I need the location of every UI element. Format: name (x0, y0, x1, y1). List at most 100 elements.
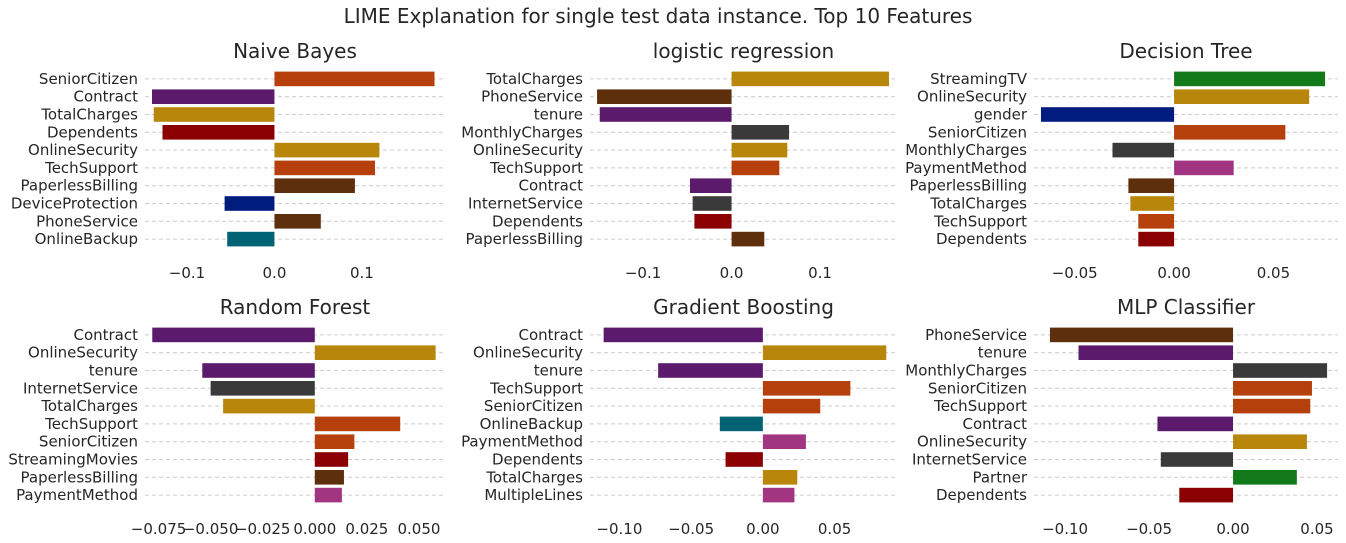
bar (1112, 142, 1175, 158)
x-tick-label: 0.1 (808, 264, 832, 282)
bar (314, 470, 344, 485)
x-tick-label: 0.0 (720, 264, 744, 282)
bar (274, 178, 355, 193)
category-label: PhoneService (36, 212, 138, 230)
category-label: PaperlessBilling (910, 177, 1028, 195)
panel-title: Naive Bayes (233, 39, 357, 63)
panel-title: Random Forest (220, 295, 371, 319)
category-label: Dependents (936, 230, 1027, 248)
category-label: TotalCharges (929, 195, 1027, 213)
x-tick-label: 0.050 (397, 520, 440, 538)
category-label: PaperlessBilling (466, 230, 584, 248)
bar (274, 71, 435, 87)
bar (762, 470, 798, 485)
x-tick-label: 0.05 (818, 520, 851, 538)
bar (731, 231, 765, 247)
category-label: TechSupport (44, 159, 138, 177)
bar (597, 89, 732, 104)
category-label: tenure (978, 344, 1027, 362)
bar (599, 107, 732, 122)
category-label: DeviceProtection (11, 195, 138, 213)
category-label: PaperlessBilling (21, 468, 139, 486)
category-label: InternetService (912, 451, 1027, 469)
bar (694, 214, 732, 229)
bar (1138, 231, 1175, 247)
category-label: SeniorCitizen (928, 123, 1027, 141)
bar (224, 196, 275, 211)
category-label: Dependents (936, 486, 1027, 504)
category-label: TotalCharges (485, 70, 583, 88)
bar (1174, 89, 1310, 104)
bar (152, 327, 315, 343)
bar (1233, 381, 1312, 396)
x-tick-label: −0.1 (625, 264, 661, 282)
category-label: MonthlyCharges (905, 362, 1027, 380)
bar (1174, 160, 1234, 176)
x-tick-label: −0.1 (169, 264, 205, 282)
panel-title: Gradient Boosting (653, 295, 834, 319)
category-label: StreamingMovies (8, 451, 138, 469)
x-tick-label: 0.05 (1300, 520, 1333, 538)
category-label: TotalCharges (40, 397, 138, 415)
category-label: Dependents (492, 451, 583, 469)
bar (274, 214, 321, 229)
category-label: SeniorCitizen (39, 433, 138, 451)
bar (1128, 178, 1175, 193)
category-label: Dependents (47, 123, 138, 141)
bar (1130, 196, 1175, 211)
category-label: TechSupport (44, 415, 138, 433)
bar (314, 487, 342, 503)
category-label: PhoneService (481, 88, 583, 106)
bar (314, 416, 401, 432)
x-tick-label: 0.025 (345, 520, 388, 538)
bar (1179, 487, 1234, 503)
bar (314, 452, 349, 467)
x-tick-label: 0.00 (746, 520, 779, 538)
category-label: Contract (518, 326, 583, 344)
x-tick-label: −0.05 (1126, 520, 1172, 538)
bar (1174, 71, 1326, 87)
x-tick-label: 0.1 (350, 264, 374, 282)
bar (762, 345, 887, 360)
category-label: Contract (962, 415, 1027, 433)
bar (731, 142, 788, 158)
x-tick-label: −0.10 (596, 520, 642, 538)
bar (274, 142, 380, 158)
category-label: SeniorCitizen (928, 379, 1027, 397)
category-label: MultipleLines (484, 486, 583, 504)
category-label: tenure (89, 362, 138, 380)
bar (274, 160, 376, 176)
category-label: Dependents (492, 212, 583, 230)
bar (692, 196, 732, 211)
bar (762, 398, 821, 414)
category-label: MonthlyCharges (461, 123, 583, 141)
category-label: tenure (534, 106, 583, 124)
bar (731, 160, 780, 176)
bar (1157, 416, 1234, 432)
category-label: PaymentMethod (16, 486, 138, 504)
panel-title: logistic regression (653, 39, 834, 63)
bar (227, 231, 275, 247)
bar (725, 452, 763, 467)
x-tick-label: −0.025 (235, 520, 291, 538)
category-label: tenure (534, 362, 583, 380)
category-label: TotalCharges (485, 468, 583, 486)
category-label: TotalCharges (40, 106, 138, 124)
x-tick-label: −0.050 (183, 520, 239, 538)
category-label: OnlineSecurity (917, 88, 1027, 106)
x-tick-label: −0.075 (131, 520, 187, 538)
category-label: TechSupport (933, 212, 1027, 230)
x-tick-label: −0.05 (668, 520, 714, 538)
figure-title: LIME Explanation for single test data in… (343, 4, 973, 28)
x-tick-label: 0.00 (1157, 264, 1190, 282)
x-tick-label: −0.10 (1042, 520, 1088, 538)
category-label: OnlineSecurity (473, 344, 583, 362)
bar (1049, 327, 1234, 343)
category-label: TechSupport (933, 397, 1027, 415)
bar (1233, 470, 1297, 485)
category-label: Partner (972, 468, 1027, 486)
bar (210, 381, 315, 396)
bar (153, 107, 275, 122)
bar (689, 178, 732, 193)
